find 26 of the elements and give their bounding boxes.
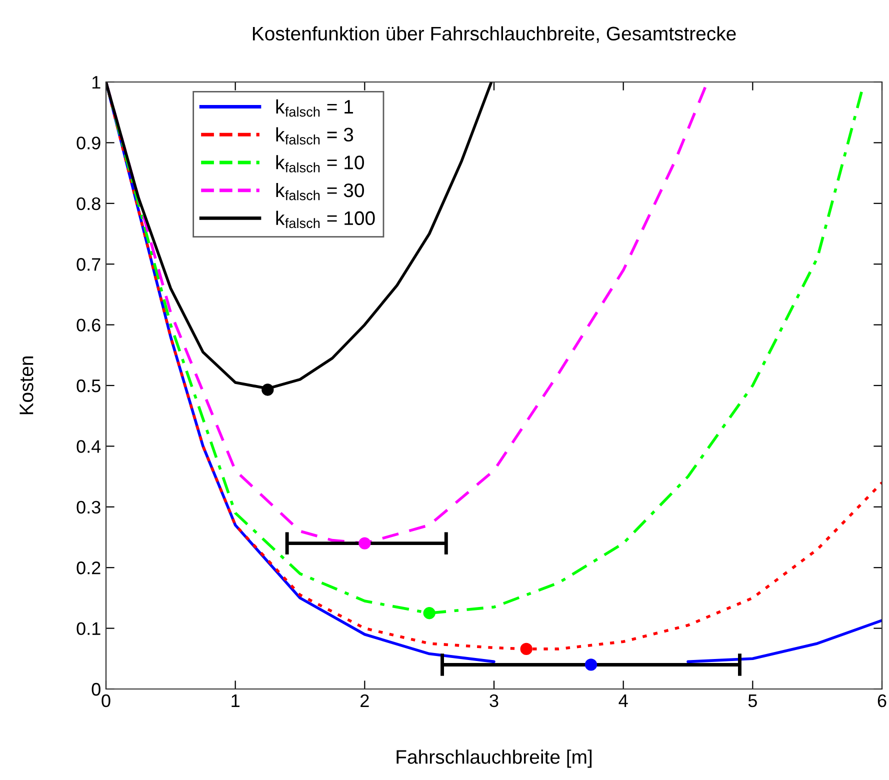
y-tick-label: 1	[92, 76, 100, 89]
chart-title: Kostenfunktion über Fahrschlauchbreite, Gesamtstrecke	[252, 26, 736, 43]
x-tick-label: 4	[618, 694, 628, 707]
y-tick-label: 0.9	[76, 136, 100, 150]
y-tick-label: 0.8	[76, 197, 100, 210]
y-tick-label: 0.6	[76, 318, 100, 332]
legend-label: k$_{falsch}$ = 3	[276, 127, 354, 145]
y-axis-title: Kosten	[20, 356, 34, 414]
legend-label: k$_{falsch}$ = 10	[276, 155, 364, 172]
x-tick-label: 5	[748, 694, 757, 708]
y-tick-label: 0	[92, 682, 100, 696]
y-tick-label: 0.5	[76, 379, 100, 392]
legend-label: k$_{falsch}$ = 30	[276, 182, 364, 200]
legend-label: k$_{falsch}$ = 1	[276, 99, 353, 117]
y-tick-label: 0.2	[76, 562, 100, 574]
x-axis-title: Fahrschlauchbreite [m]	[396, 750, 592, 768]
y-tick-label: 0.4	[76, 440, 101, 453]
y-tick-label: 0.7	[76, 258, 100, 271]
x-tick-label: 2	[360, 694, 369, 707]
x-tick-label: 3	[490, 694, 498, 708]
x-tick-label: 0	[102, 694, 110, 708]
y-tick-label: 0.1	[76, 622, 100, 636]
x-tick-label: 1	[232, 694, 240, 707]
legend-label: k$_{falsch}$ = 100	[276, 210, 375, 228]
x-tick-label: 6	[878, 694, 886, 708]
y-tick-label: 0.3	[76, 500, 100, 514]
